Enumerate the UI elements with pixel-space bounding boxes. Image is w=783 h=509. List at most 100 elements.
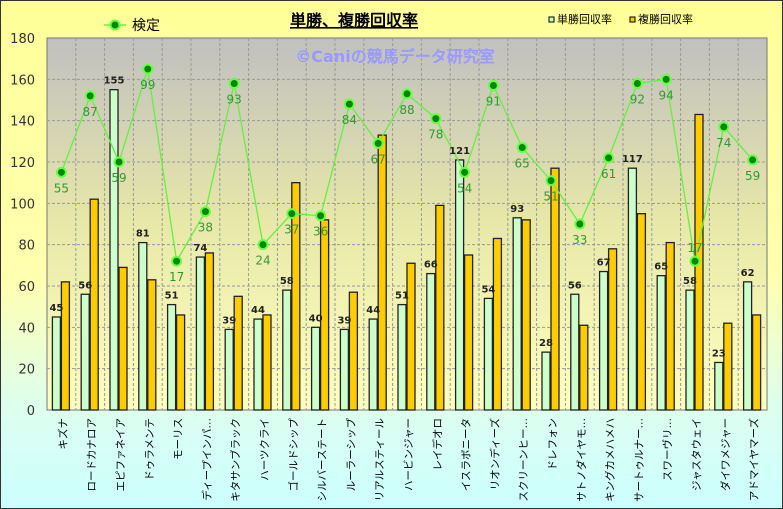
bar-place bbox=[751, 314, 762, 411]
point-kentei bbox=[199, 206, 211, 218]
y-tick-label: 60 bbox=[18, 280, 35, 295]
data-label-kentei: 24 bbox=[255, 254, 270, 268]
data-label-kentei: 37 bbox=[284, 223, 299, 237]
y-tick-label: 40 bbox=[18, 321, 35, 336]
bar-place bbox=[463, 254, 474, 411]
bar-win bbox=[109, 89, 119, 411]
point-kentei bbox=[55, 166, 67, 178]
bar-win bbox=[742, 281, 753, 411]
point-kentei bbox=[401, 88, 413, 100]
bar-place bbox=[579, 324, 589, 411]
legend: 検定 単勝回収率 複勝回収率 bbox=[104, 12, 693, 34]
x-tick-label: ダイワメジャー bbox=[719, 418, 732, 491]
data-label-kentei: 51 bbox=[543, 190, 558, 204]
bar-win bbox=[685, 289, 695, 411]
bar-win bbox=[541, 351, 551, 411]
legend-marker-icon bbox=[109, 19, 121, 31]
point-kentei bbox=[487, 80, 499, 92]
legend-swatch-win bbox=[548, 16, 555, 23]
point-kentei bbox=[315, 210, 327, 222]
y-tick-label: 120 bbox=[10, 156, 35, 171]
watermark: ©Caniの競馬データ研究室 bbox=[295, 47, 494, 66]
bar-place bbox=[550, 167, 560, 411]
data-label-kentei: 92 bbox=[630, 92, 645, 106]
x-tick-label: シルバーステート bbox=[317, 418, 329, 501]
point-kentei bbox=[430, 113, 442, 125]
legend-swatch-place bbox=[629, 16, 636, 23]
bar-win bbox=[426, 272, 436, 411]
bar-place bbox=[118, 266, 128, 411]
data-label-win: 65 bbox=[654, 262, 668, 273]
point-kentei bbox=[747, 154, 759, 166]
x-tick-label: スワーヴリ… bbox=[661, 418, 674, 481]
data-label-kentei: 17 bbox=[169, 270, 184, 284]
bar-win bbox=[397, 303, 407, 411]
x-tick-label: エピファネイア bbox=[115, 418, 127, 492]
data-label-kentei: 99 bbox=[140, 78, 155, 92]
data-label-kentei: 17 bbox=[687, 241, 702, 255]
y-tick-label: 140 bbox=[10, 115, 35, 130]
bar-win bbox=[195, 256, 206, 411]
x-tick-label: ドゥラメンテ bbox=[144, 418, 156, 481]
legend-label-kentei: 検定 bbox=[132, 18, 160, 34]
x-tick-label: ロードカナロア bbox=[86, 418, 98, 492]
bar-place bbox=[665, 241, 675, 411]
x-tick-label: ドレフォン bbox=[547, 418, 559, 471]
bar-place bbox=[147, 279, 157, 411]
point-kentei bbox=[545, 175, 557, 187]
bar-place bbox=[636, 213, 647, 411]
data-label-kentei: 84 bbox=[342, 113, 357, 127]
data-label-win: 51 bbox=[395, 291, 409, 302]
bar-place bbox=[492, 237, 503, 411]
bar-win bbox=[138, 241, 148, 411]
bar-place bbox=[262, 314, 272, 411]
data-label-kentei: 54 bbox=[457, 181, 472, 195]
x-tick-label: レイデオロ bbox=[431, 418, 444, 471]
x-tick-label: ゴールドシップ bbox=[287, 418, 300, 492]
data-label-win: 39 bbox=[222, 315, 236, 326]
point-kentei bbox=[689, 255, 701, 267]
data-label-win: 56 bbox=[568, 280, 582, 291]
point-kentei bbox=[257, 239, 269, 251]
x-tick-label: サートゥルナー… bbox=[633, 418, 645, 502]
data-label-kentei: 59 bbox=[111, 171, 126, 185]
data-label-kentei: 55 bbox=[54, 181, 69, 195]
x-tick-label: キズナ bbox=[56, 418, 69, 450]
data-label-win: 56 bbox=[78, 280, 92, 291]
x-tick-label: キタサンブラック bbox=[229, 418, 242, 502]
bar-win bbox=[310, 326, 321, 411]
bar-win bbox=[51, 316, 62, 411]
bar-win bbox=[598, 270, 609, 411]
legend-label-win: 単勝回収率 bbox=[557, 12, 612, 26]
x-tick-label: キングカメハメハ bbox=[604, 418, 617, 502]
data-label-kentei: 88 bbox=[399, 103, 414, 117]
point-kentei bbox=[372, 137, 384, 149]
point-kentei bbox=[603, 152, 615, 164]
data-label-win: 23 bbox=[712, 348, 726, 359]
data-label-kentei: 61 bbox=[601, 167, 616, 181]
data-label-win: 66 bbox=[424, 260, 438, 271]
bar-place bbox=[89, 198, 99, 411]
data-label-win: 44 bbox=[251, 305, 265, 316]
bar-place bbox=[319, 219, 330, 411]
x-tick-label: リアルスティール bbox=[374, 418, 386, 501]
data-label-win: 39 bbox=[337, 315, 351, 326]
bar-win bbox=[166, 303, 177, 411]
data-label-kentei: 93 bbox=[227, 92, 242, 106]
bar-win bbox=[253, 318, 263, 411]
data-label-win: 40 bbox=[309, 313, 323, 324]
data-label-kentei: 74 bbox=[716, 136, 731, 150]
bar-place bbox=[435, 204, 445, 411]
point-kentei bbox=[631, 77, 643, 89]
point-kentei bbox=[286, 208, 298, 220]
point-kentei bbox=[343, 98, 355, 110]
bar-win bbox=[80, 293, 90, 411]
bar-place bbox=[291, 182, 301, 411]
bar-place bbox=[175, 314, 186, 411]
x-tick-label: スクリーンヒー… bbox=[518, 418, 530, 501]
bar-win bbox=[454, 159, 465, 411]
data-label-kentei: 87 bbox=[83, 105, 98, 119]
bar-place bbox=[406, 262, 416, 411]
data-label-win: 67 bbox=[597, 258, 611, 269]
